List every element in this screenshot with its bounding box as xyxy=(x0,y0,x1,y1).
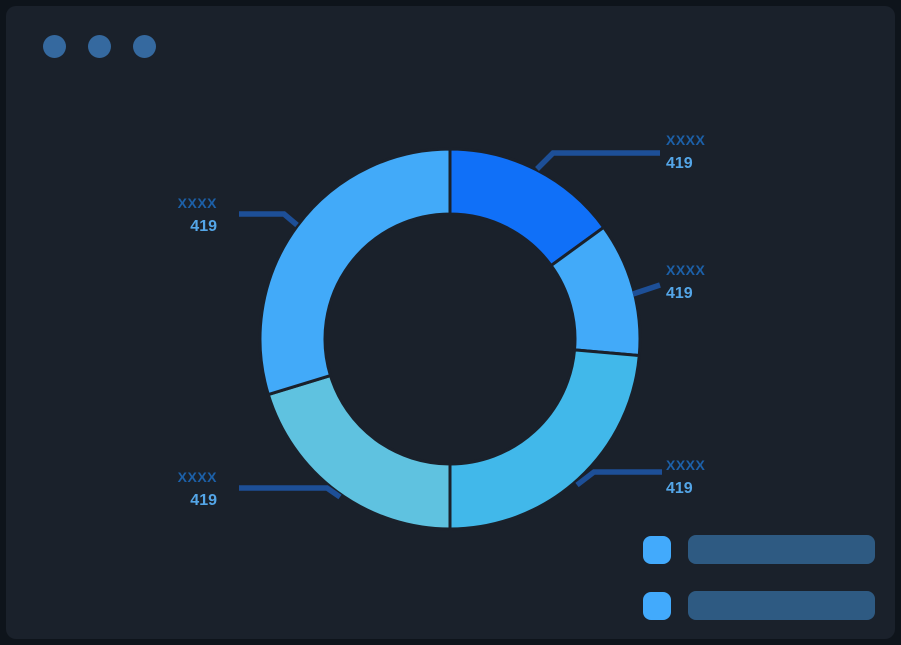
callout-value: 419 xyxy=(190,218,217,235)
donut-segment-5[interactable] xyxy=(258,147,452,397)
browser-window: XXXX 419 XXXX 419 XXXX 419 XXXX 419 XXXX 419 xyxy=(6,6,895,639)
callout-value: 419 xyxy=(666,285,693,302)
legend-swatch-icon xyxy=(643,535,671,564)
legend-row-2[interactable] xyxy=(643,591,875,620)
callout-leader-line-5 xyxy=(239,211,299,228)
callout-value: 419 xyxy=(666,480,693,497)
window-dot-icon[interactable] xyxy=(133,35,156,58)
callout-leader-line-2 xyxy=(632,282,661,297)
chart-legend xyxy=(643,535,875,620)
window-dot-icon[interactable] xyxy=(88,35,111,58)
callout-label: XXXX xyxy=(177,195,217,211)
legend-text-bar xyxy=(688,591,875,620)
window-dot-icon[interactable] xyxy=(43,35,66,58)
donut-chart xyxy=(239,147,662,531)
callout-4: XXXX 419 xyxy=(177,469,217,510)
legend-swatch-icon xyxy=(643,591,671,620)
donut-segment-3[interactable] xyxy=(448,348,641,531)
window-control-dots xyxy=(43,35,156,58)
callout-value: 419 xyxy=(190,492,217,509)
callout-leader-line-1 xyxy=(535,150,660,171)
callout-3: XXXX 419 xyxy=(666,457,706,498)
callout-label: XXXX xyxy=(666,262,706,278)
callout-label: XXXX xyxy=(666,457,706,473)
callout-label: XXXX xyxy=(177,469,217,485)
callout-2: XXXX 419 xyxy=(666,262,706,303)
callout-value: 419 xyxy=(666,155,693,172)
callout-label: XXXX xyxy=(666,132,706,148)
callout-5: XXXX 419 xyxy=(177,195,217,236)
callout-1: XXXX 419 xyxy=(666,132,706,173)
legend-text-bar xyxy=(688,535,875,564)
callout-leader-line-3 xyxy=(575,469,662,488)
donut-segment-4[interactable] xyxy=(266,373,452,531)
legend-row-1[interactable] xyxy=(643,535,875,564)
callout-leader-line-4 xyxy=(239,485,342,500)
